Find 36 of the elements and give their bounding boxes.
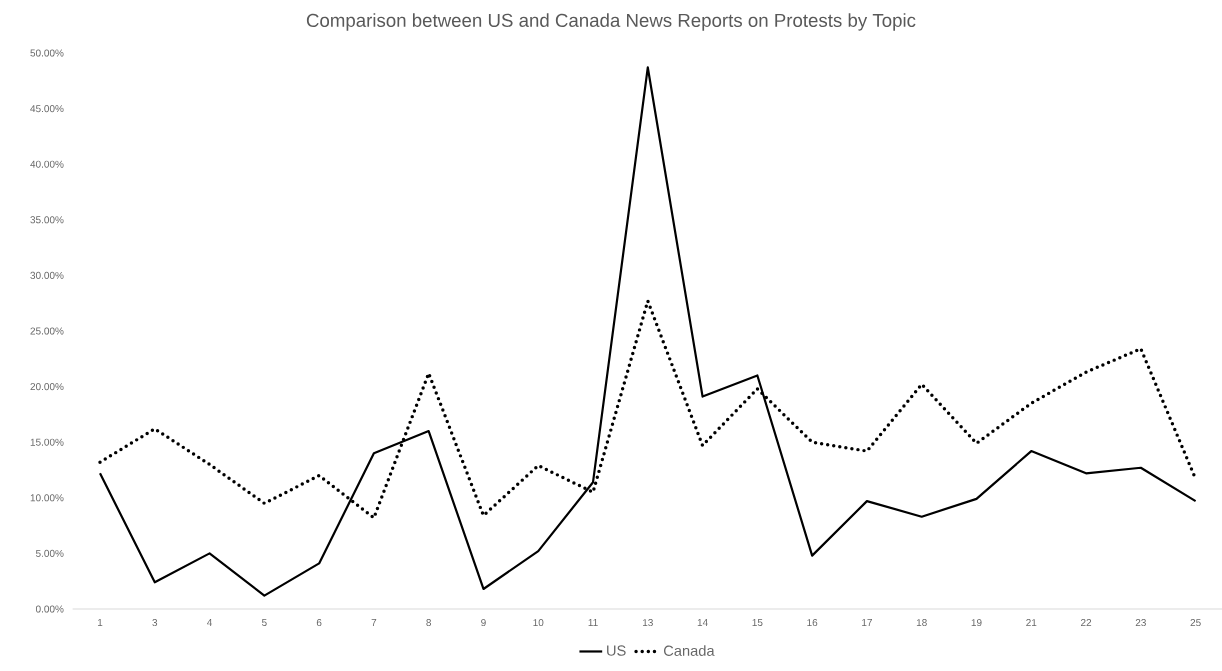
x-tick-label: 16 [807, 619, 818, 627]
y-tick-label: 10.00% [30, 494, 64, 502]
y-tick-label: 20.00% [30, 383, 64, 391]
x-tick-label: 7 [371, 619, 377, 626]
x-tick-label: 23 [1135, 619, 1146, 627]
x-tick-label: 18 [916, 619, 927, 627]
legend-label: US [607, 645, 626, 656]
line-series [98, 66, 1197, 597]
x-tick-label: 10 [533, 619, 544, 627]
x-tick-label: 13 [643, 619, 653, 627]
x-tick-label: 25 [1190, 619, 1201, 627]
y-tick-label: 0.00% [35, 605, 64, 613]
x-tick-label: 6 [316, 619, 322, 627]
x-tick-label: 22 [1080, 619, 1092, 627]
x-tick-label: 19 [971, 619, 982, 627]
x-tick-label: 14 [697, 619, 708, 626]
y-tick-label: 50.00% [30, 49, 64, 57]
y-tick-label: 35.00% [30, 216, 64, 224]
y-tick-label: 30.00% [30, 271, 64, 279]
x-tick-label: 5 [261, 619, 267, 627]
chart-title: Comparison between US and Canada News Reports on Protests by Topic [306, 13, 916, 31]
y-tick-label: 45.00% [30, 105, 64, 113]
x-tick-label: 21 [1026, 619, 1037, 627]
y-tick-label: 5.00% [35, 549, 64, 557]
x-tick-label: 1 [97, 619, 103, 626]
x-tick-label: 8 [426, 619, 432, 627]
y-tick-label: 15.00% [30, 438, 64, 446]
y-tick-label: 25.00% [30, 327, 64, 335]
x-tick-label: 11 [588, 619, 598, 626]
legend-label: Canada [663, 645, 715, 656]
x-tick-label: 4 [207, 619, 213, 626]
y-tick-label: 40.00% [30, 160, 64, 168]
x-tick-label: 17 [862, 619, 872, 626]
x-tick-label: 3 [152, 619, 158, 627]
x-tick-label: 9 [481, 619, 486, 627]
x-tick-label: 15 [752, 619, 763, 627]
